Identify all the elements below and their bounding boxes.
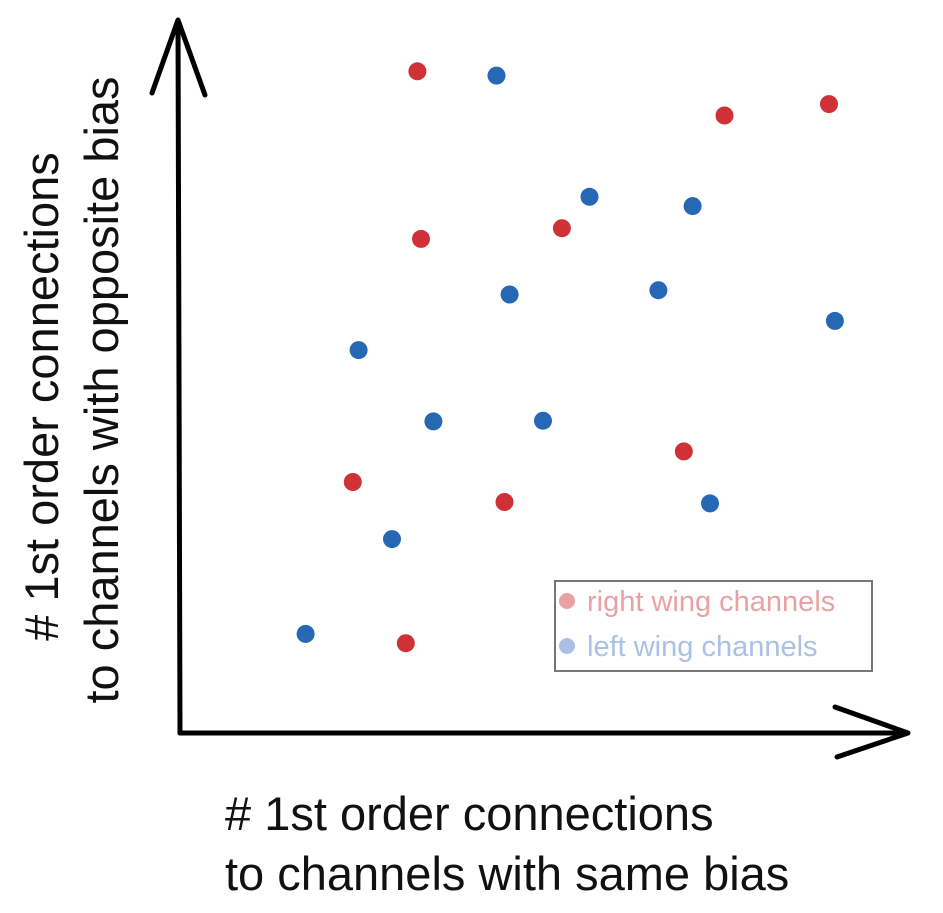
- y-axis-line: [175, 19, 183, 736]
- legend-label-right-wing-channels: right wing channels: [587, 586, 835, 618]
- x-axis-arrowhead: [832, 704, 911, 760]
- y-axis-label: # 1st order connections to channels with…: [15, 76, 128, 703]
- legend-box: [554, 580, 873, 672]
- legend-label-left-wing-channels: left wing channels: [587, 631, 818, 663]
- point-right-wing-channels-9: [396, 634, 415, 653]
- point-right-wing-channels-5: [552, 219, 571, 238]
- point-left-wing-channels-5: [649, 281, 668, 300]
- point-right-wing-channels-2: [715, 106, 734, 125]
- y-axis-label-line-2: to channels with opposite bias: [75, 76, 128, 703]
- point-left-wing-channels-9: [534, 411, 552, 430]
- x-axis-label-line-2: to channels with same bias: [225, 847, 789, 900]
- point-left-wing-channels-12: [296, 624, 315, 643]
- y-axis-arrowhead: [149, 17, 208, 98]
- point-right-wing-channels-3: [820, 95, 838, 114]
- point-left-wing-channels-10: [383, 530, 401, 549]
- point-left-wing-channels-4: [500, 285, 519, 304]
- point-left-wing-channels-2: [580, 187, 599, 206]
- point-left-wing-channels-6: [825, 311, 844, 330]
- legend: right wing channels left wing channels: [554, 580, 873, 672]
- x-axis-label: # 1st order connections to channels with…: [225, 787, 789, 900]
- x-axis-label-line-1: # 1st order connections: [225, 787, 714, 840]
- point-right-wing-channels-8: [674, 442, 693, 461]
- point-left-wing-channels-1: [487, 66, 506, 85]
- point-left-wing-channels-3: [683, 197, 702, 216]
- point-right-wing-channels-6: [343, 473, 362, 491]
- legend-marker-left-wing-channels: [559, 638, 575, 654]
- point-right-wing-channels-7: [495, 493, 514, 511]
- y-axis-label-line-1: # 1st order connections: [15, 152, 68, 641]
- point-left-wing-channels-11: [701, 494, 719, 513]
- point-right-wing-channels-4: [412, 229, 430, 248]
- axes: [149, 17, 911, 760]
- data-points: [296, 62, 844, 653]
- point-left-wing-channels-8: [424, 412, 443, 431]
- point-right-wing-channels-1: [408, 62, 427, 81]
- point-left-wing-channels-7: [349, 341, 368, 360]
- legend-marker-right-wing-channels: [559, 593, 575, 609]
